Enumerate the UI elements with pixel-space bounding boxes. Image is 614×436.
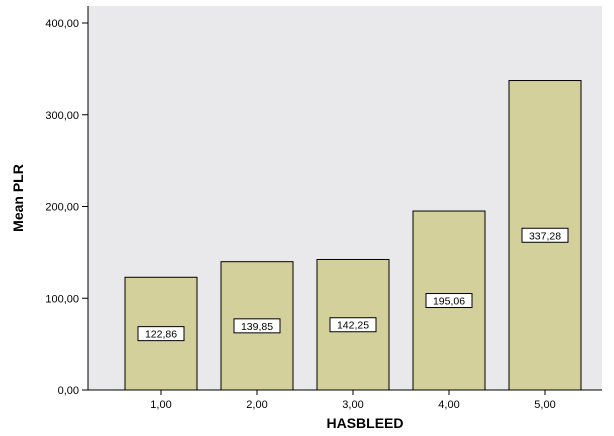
x-tick-label: 5,00 [534, 399, 555, 411]
data-label: 122,86 [145, 329, 177, 341]
y-tick-label: 200,00 [45, 202, 79, 214]
x-axis: 1,00 2,00 3,00 4,00 5,00 [88, 389, 602, 411]
x-tick-label: 1,00 [150, 399, 171, 411]
data-label-box [137, 326, 185, 342]
data-label: 195,06 [433, 296, 465, 308]
x-tick-label: 2,00 [246, 399, 267, 411]
data-label-box [521, 227, 569, 243]
data-label-box [425, 293, 473, 309]
y-tick-label: 400,00 [45, 18, 79, 30]
data-label-box [329, 317, 377, 333]
data-labels-group: 122,86 139,85 142,25 195,06 337,28 [137, 227, 569, 342]
x-tick-label: 3,00 [342, 399, 363, 411]
y-tick-label: 100,00 [45, 293, 79, 305]
data-label: 142,25 [337, 320, 369, 332]
data-label: 139,85 [241, 321, 273, 333]
x-axis-title: HASBLEED [326, 415, 403, 431]
y-axis-title: Mean PLR [10, 164, 26, 232]
bars-group [124, 80, 582, 391]
x-tick-label: 4,00 [438, 399, 459, 411]
data-label-box [233, 318, 281, 334]
y-axis: 0,00 100,00 200,00 300,00 400,00 [45, 6, 89, 397]
y-tick-label: 300,00 [45, 110, 79, 122]
data-label: 337,28 [529, 230, 561, 242]
y-tick-label: 0,00 [58, 385, 79, 397]
